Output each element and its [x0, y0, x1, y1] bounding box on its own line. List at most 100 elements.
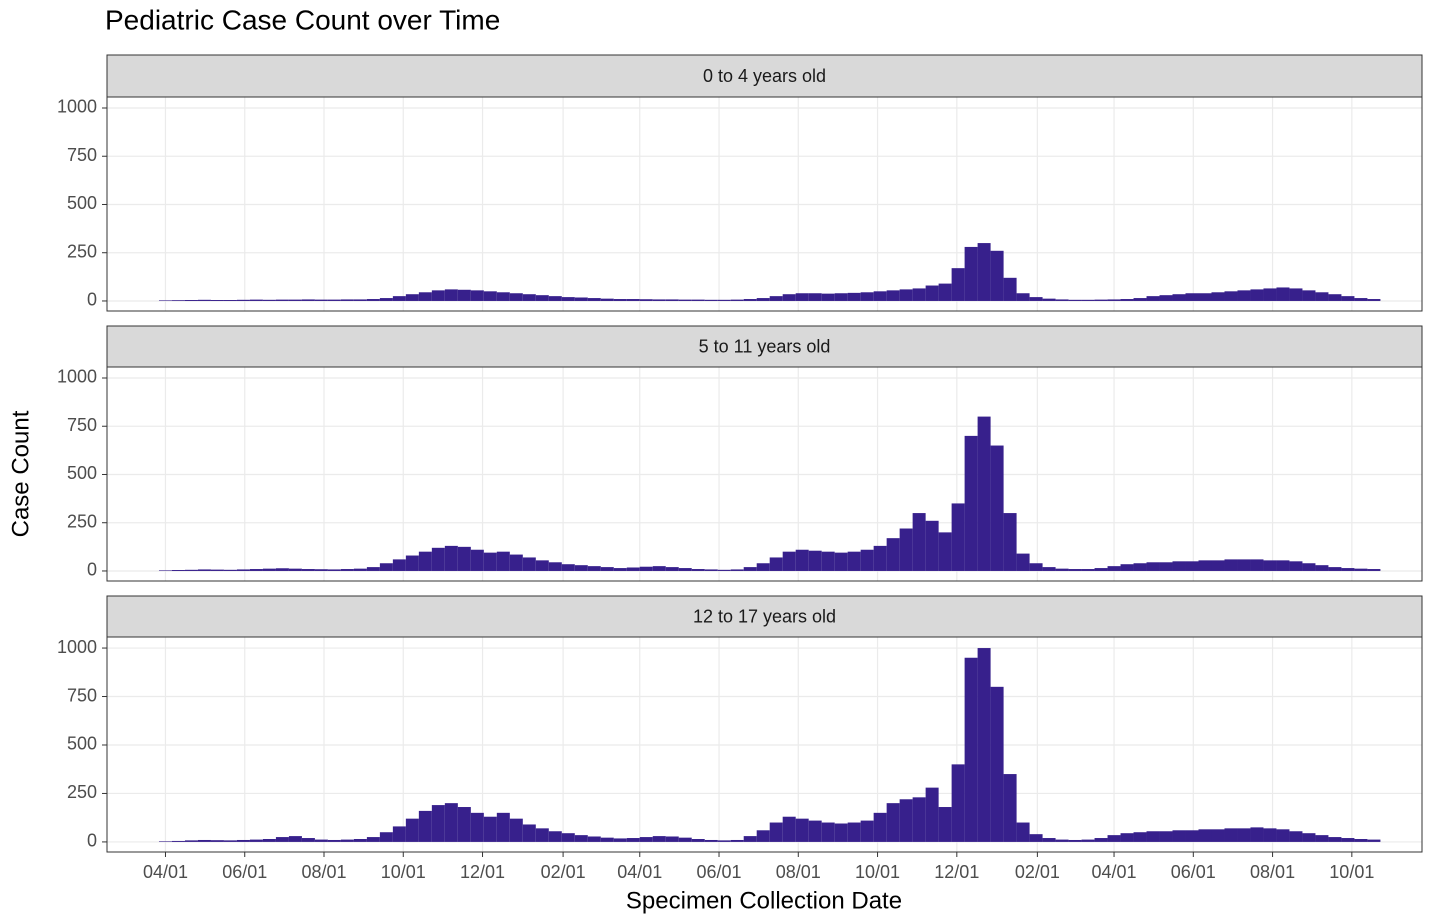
- strip: [106, 595, 1423, 638]
- bar: [951, 764, 965, 842]
- bar: [171, 570, 185, 571]
- bar: [1029, 834, 1043, 842]
- bar: [1146, 562, 1160, 571]
- bar: [249, 299, 263, 301]
- bar: [1159, 562, 1173, 571]
- bar: [925, 285, 939, 301]
- strip-label: 5 to 11 years old: [699, 336, 831, 356]
- bar: [340, 839, 354, 842]
- bar: [860, 820, 874, 842]
- bar: [1354, 839, 1368, 842]
- bar: [587, 298, 601, 301]
- bar: [444, 803, 458, 842]
- y-tick-label: 250: [67, 241, 97, 261]
- bar: [691, 569, 705, 571]
- bar: [171, 300, 185, 301]
- bar: [899, 799, 913, 842]
- bar: [665, 299, 679, 301]
- bar: [912, 288, 926, 301]
- bar: [938, 283, 952, 301]
- bar: [457, 546, 471, 571]
- bar: [1276, 829, 1290, 842]
- bar: [1185, 561, 1199, 571]
- bar: [184, 840, 198, 842]
- bar: [613, 838, 627, 842]
- y-tick-label: 250: [67, 511, 97, 531]
- bar: [574, 565, 588, 571]
- bar: [1211, 560, 1225, 571]
- strip: [106, 54, 1423, 98]
- bar: [756, 830, 770, 842]
- y-tick-label: 1000: [57, 637, 97, 657]
- bar: [574, 835, 588, 842]
- x-tick-label: 06/01: [1171, 862, 1216, 882]
- bar: [769, 822, 783, 842]
- bar: [483, 816, 497, 842]
- bar: [1094, 299, 1108, 301]
- bar: [691, 299, 705, 301]
- bar: [1237, 290, 1251, 301]
- bar: [1224, 291, 1238, 301]
- bar: [509, 554, 523, 571]
- bar: [938, 807, 952, 842]
- bar: [392, 559, 406, 571]
- bar: [704, 569, 718, 571]
- bar: [860, 292, 874, 301]
- bar: [1198, 829, 1212, 842]
- bar: [444, 545, 458, 571]
- bar: [275, 299, 289, 301]
- strip-label: 0 to 4 years old: [703, 66, 826, 86]
- bar: [1315, 565, 1329, 571]
- bar: [1029, 563, 1043, 571]
- bar: [405, 294, 419, 301]
- bar: [1328, 294, 1342, 301]
- bar: [1120, 833, 1134, 842]
- bar: [600, 567, 614, 571]
- bar: [665, 836, 679, 842]
- bar: [1237, 828, 1251, 842]
- bar: [951, 503, 965, 571]
- bar: [1172, 830, 1186, 842]
- bar: [223, 569, 237, 571]
- bar: [327, 569, 341, 571]
- bar: [886, 538, 900, 571]
- bar: [1003, 513, 1017, 571]
- bar: [678, 299, 692, 301]
- bar: [1133, 298, 1147, 301]
- bar: [1328, 567, 1342, 571]
- bar: [1172, 561, 1186, 571]
- bar: [587, 836, 601, 842]
- bar: [1185, 830, 1199, 842]
- bar: [782, 294, 796, 301]
- bar: [1224, 559, 1238, 571]
- bar: [1042, 298, 1056, 301]
- y-tick-label: 500: [67, 734, 97, 754]
- bar: [730, 569, 744, 571]
- bar: [340, 569, 354, 571]
- bar: [366, 567, 380, 571]
- bar: [249, 569, 263, 571]
- bar: [431, 547, 445, 571]
- bar: [353, 568, 367, 571]
- bar: [275, 837, 289, 842]
- bar: [964, 657, 978, 842]
- bar: [158, 570, 172, 571]
- bar: [197, 839, 211, 842]
- bar: [977, 648, 991, 842]
- bar: [1224, 828, 1238, 842]
- bar: [561, 297, 575, 301]
- bar: [1354, 298, 1368, 301]
- bar: [210, 300, 224, 301]
- bar: [912, 797, 926, 842]
- bar: [1315, 292, 1329, 301]
- bar: [665, 567, 679, 571]
- bar: [470, 290, 484, 301]
- x-tick-label: 10/01: [1329, 862, 1374, 882]
- bar: [1354, 568, 1368, 571]
- bar: [392, 296, 406, 301]
- x-tick-label: 06/01: [222, 862, 267, 882]
- bar: [652, 566, 666, 571]
- bar: [496, 551, 510, 571]
- bar: [847, 292, 861, 301]
- bar: [639, 299, 653, 301]
